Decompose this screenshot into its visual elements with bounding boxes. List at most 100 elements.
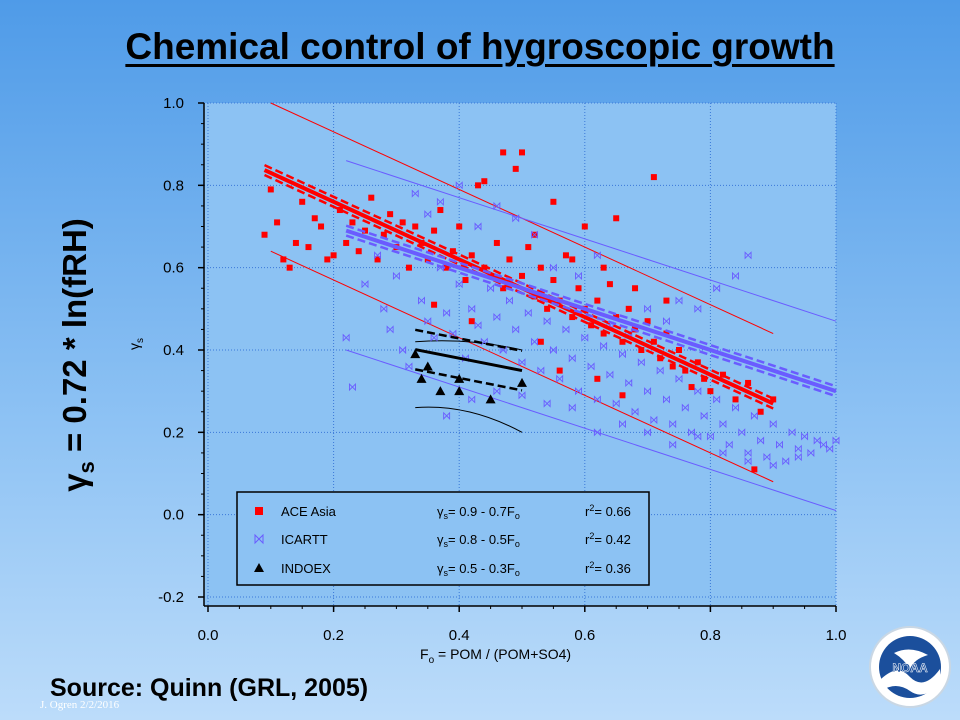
data-point-icartt — [392, 271, 400, 280]
data-point-ace-asia — [619, 338, 626, 345]
data-point-icartt — [493, 312, 501, 322]
legend-item-ace-asia: ACE Asia γs= 0.9 - 0.7Fo r2= 0.66 — [255, 503, 631, 521]
data-point-icartt — [719, 448, 727, 458]
data-point-icartt — [794, 452, 802, 462]
axes: 0.0 0.2 0.4 0.6 0.8 1.0 1.0 0.8 0.6 0.4 0.2 0.0 -0.2 — [158, 95, 846, 644]
data-point-icartt — [625, 378, 633, 388]
data-point-indoex — [517, 377, 527, 387]
y-tick-label: 0.0 — [163, 507, 184, 524]
data-point-icartt — [361, 280, 369, 289]
data-point-ace-asia — [544, 305, 551, 312]
data-point-icartt — [788, 428, 796, 437]
data-point-icartt — [493, 201, 501, 211]
data-point-icartt — [669, 420, 677, 429]
data-point-icartt — [487, 284, 495, 293]
data-point-icartt — [587, 362, 595, 371]
legend-item-icartt: ICARTT γs= 0.8 - 0.5Fo r2= 0.42 — [254, 531, 631, 549]
data-point-icartt — [593, 395, 601, 404]
author-credit: J. Ogren 2/2/2016 — [40, 699, 120, 711]
data-point-icartt — [436, 197, 444, 206]
data-point-icartt — [474, 222, 482, 231]
data-point-icartt — [600, 341, 608, 350]
data-point-icartt — [656, 366, 664, 375]
data-point-icartt — [644, 428, 652, 437]
data-point-icartt — [405, 362, 413, 371]
data-point-icartt — [769, 461, 777, 470]
data-point-icartt — [694, 304, 702, 313]
x-tick-label: 0.8 — [700, 627, 721, 644]
fit-lines — [263, 164, 837, 410]
data-point-icartt — [575, 387, 582, 396]
data-point-ace-asia — [267, 186, 274, 193]
data-point-icartt — [531, 230, 539, 239]
fit-confidence-line-indoex-upper — [414, 328, 523, 353]
data-point-icartt — [505, 296, 513, 305]
legend-marker-indoex — [254, 563, 264, 572]
legend-equation-indoex: γs= 0.5 - 0.3Fo — [437, 561, 520, 578]
data-point-ace-asia — [280, 256, 287, 263]
data-point-ace-asia — [399, 219, 406, 226]
data-point-icartt — [374, 251, 382, 260]
data-point-icartt — [524, 308, 532, 318]
data-point-ace-asia — [676, 347, 682, 353]
data-point-ace-asia — [757, 408, 764, 415]
data-point-icartt — [537, 366, 545, 375]
data-point-ace-asia — [374, 256, 381, 263]
data-point-ace-asia — [550, 277, 557, 284]
legend-r2-indoex: r2= 0.36 — [585, 560, 631, 576]
data-point-icartt — [750, 411, 758, 420]
confidence-bands — [270, 102, 837, 512]
data-point-ace-asia — [682, 367, 689, 374]
data-point-ace-asia — [525, 244, 532, 251]
data-point-ace-asia — [500, 285, 507, 292]
data-point-ace-asia — [311, 215, 318, 222]
data-point-icartt — [732, 271, 739, 280]
data-point-ace-asia — [336, 207, 343, 214]
data-point-icartt — [493, 387, 501, 396]
data-point-ace-asia — [650, 174, 657, 181]
data-point-icartt — [706, 432, 714, 441]
data-point-ace-asia — [292, 239, 299, 246]
data-point-icartt — [518, 391, 526, 400]
data-point-icartt — [763, 452, 771, 462]
data-point-ace-asia — [556, 367, 563, 374]
data-point-icartt — [725, 440, 733, 449]
data-point-ace-asia — [600, 264, 607, 271]
data-point-ace-asia — [437, 207, 444, 214]
data-point-ace-asia — [600, 330, 607, 337]
data-point-ace-asia — [368, 194, 375, 201]
data-point-ace-asia — [550, 198, 557, 205]
data-point-icartt — [681, 403, 689, 412]
data-point-ace-asia — [481, 264, 488, 271]
x-tick-label: 1.0 — [826, 627, 847, 644]
legend-r2-icartt: r2= 0.42 — [585, 531, 631, 547]
svg-text:NOAA: NOAA — [892, 661, 928, 675]
data-point-icartt — [700, 411, 708, 420]
data-point-icartt — [738, 428, 746, 437]
data-point-ace-asia — [707, 388, 714, 395]
x-axis-title: Fo = POM / (POM+SO4) — [420, 646, 571, 666]
data-point-icartt — [675, 296, 683, 305]
data-point-ace-asia — [594, 375, 601, 382]
data-point-icartt — [662, 395, 670, 404]
y-tick-label: 1.0 — [163, 95, 184, 112]
legend-box: ACE Asia γs= 0.9 - 0.7Fo r2= 0.66 ICARTT… — [236, 491, 650, 586]
data-point-icartt — [512, 325, 520, 334]
data-point-icartt — [430, 333, 438, 342]
data-point-icartt — [606, 370, 614, 379]
data-point-icartt — [807, 448, 815, 458]
data-point-ace-asia — [701, 375, 708, 382]
legend-equation-ace-asia: γs= 0.9 - 0.7Fo — [437, 504, 520, 521]
data-point-ace-asia — [694, 359, 701, 366]
data-point-ace-asia — [537, 264, 544, 271]
y-tick-label: 0.6 — [163, 260, 184, 277]
data-point-ace-asia — [632, 285, 639, 292]
fit-line-indoex — [414, 348, 523, 373]
band-line-ace-asia-lower — [270, 250, 774, 483]
band-line-icartt-lower — [346, 349, 837, 512]
x-tick-label: 0.0 — [198, 627, 219, 644]
data-point-icartt — [549, 263, 557, 272]
data-point-icartt — [581, 333, 589, 342]
legend-marker-icartt — [254, 533, 264, 545]
data-point-indoex — [485, 394, 496, 404]
